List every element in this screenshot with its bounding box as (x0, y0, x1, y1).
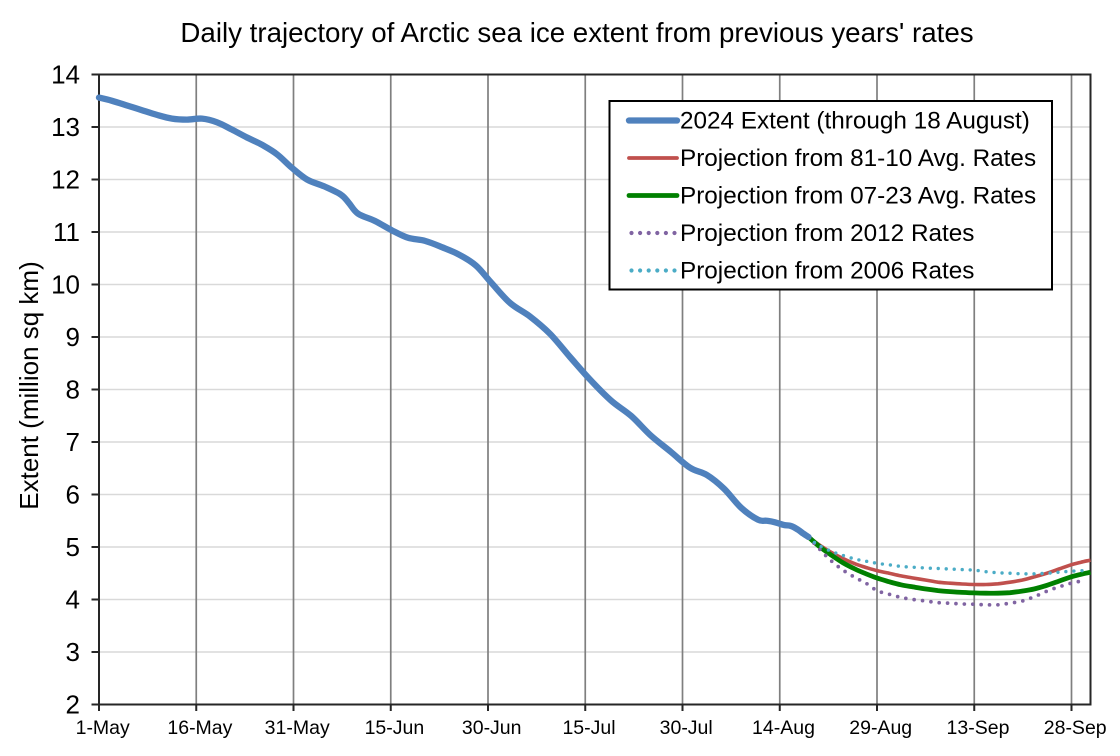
svg-text:30-Jun: 30-Jun (462, 717, 522, 739)
svg-text:2024 Extent (through 18 August: 2024 Extent (through 18 August) (680, 108, 1030, 135)
svg-text:Daily trajectory of Arctic sea: Daily trajectory of Arctic sea ice exten… (180, 17, 973, 48)
svg-text:12: 12 (51, 165, 80, 195)
svg-text:5: 5 (66, 532, 80, 562)
svg-text:13: 13 (51, 112, 80, 142)
svg-text:9: 9 (66, 322, 80, 352)
svg-text:2: 2 (66, 690, 80, 720)
svg-text:3: 3 (66, 637, 80, 667)
svg-text:10: 10 (51, 270, 80, 300)
svg-text:4: 4 (66, 585, 80, 615)
svg-text:30-Jul: 30-Jul (660, 717, 713, 739)
svg-text:29-Aug: 29-Aug (849, 717, 912, 739)
svg-text:Projection from 07-23 Avg. Rat: Projection from 07-23 Avg. Rates (680, 183, 1036, 210)
svg-text:1-May: 1-May (76, 717, 130, 739)
svg-text:Extent (million sq km): Extent (million sq km) (14, 261, 44, 510)
svg-text:6: 6 (66, 480, 80, 510)
svg-text:15-Jul: 15-Jul (562, 717, 615, 739)
svg-text:14-Aug: 14-Aug (752, 717, 815, 739)
svg-text:11: 11 (53, 217, 80, 247)
svg-text:Projection from 81-10 Avg. Rat: Projection from 81-10 Avg. Rates (680, 145, 1036, 172)
svg-text:8: 8 (66, 375, 80, 405)
svg-text:15-Jun: 15-Jun (365, 717, 425, 739)
svg-text:13-Sep: 13-Sep (947, 717, 1010, 739)
svg-text:16-May: 16-May (167, 717, 232, 739)
svg-text:31-May: 31-May (265, 717, 330, 739)
svg-text:7: 7 (66, 427, 80, 457)
svg-text:14: 14 (51, 60, 80, 90)
svg-text:Projection from 2006 Rates: Projection from 2006 Rates (680, 258, 974, 285)
svg-text:Projection from 2012 Rates: Projection from 2012 Rates (680, 220, 974, 247)
svg-text:28-Sep: 28-Sep (1044, 717, 1107, 739)
